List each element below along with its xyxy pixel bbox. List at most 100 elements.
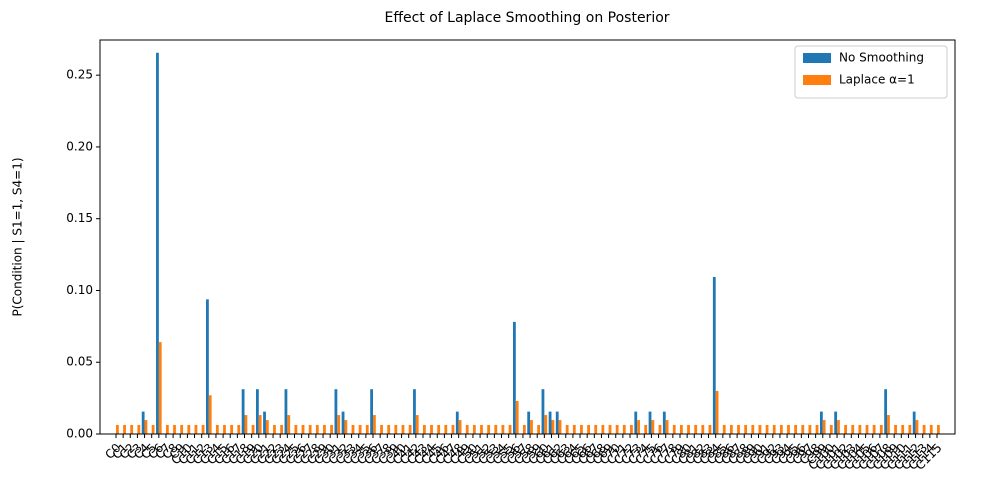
bar [465,424,469,434]
bar [722,424,726,434]
bar [537,424,541,434]
bar [230,424,234,434]
legend-label: Laplace α=1 [839,73,915,87]
bar [301,424,305,434]
bar [487,424,491,434]
bar [672,424,676,434]
bar [137,424,141,434]
bar [201,424,205,434]
bar [665,420,669,434]
bar [701,424,705,434]
bar [662,411,666,434]
y-tick-label: 0.20 [66,139,93,153]
bar [937,424,940,434]
y-axis-label: P(Condition | S1=1, S4=1) [11,157,25,316]
bar [284,389,288,434]
bar [344,420,348,434]
bar [365,424,369,434]
bar [594,424,598,434]
bar [555,411,559,434]
bar [879,424,883,434]
y-tick-label: 0.05 [66,355,93,369]
bar [430,424,433,434]
bar [737,424,740,434]
bar [758,424,762,434]
bar [280,424,283,434]
bar [415,415,419,434]
plot-frame [99,39,956,435]
bar [358,424,362,434]
bar [715,390,719,434]
bar [834,411,838,434]
bar [544,415,548,434]
bar [530,420,533,434]
bar [515,400,519,434]
bar [341,411,345,434]
bar [551,420,555,434]
bar [858,424,862,434]
bar [729,424,733,434]
bar [287,415,291,434]
bar [679,424,683,434]
bar [622,424,626,434]
y-tick-label: 0.15 [66,211,93,225]
bar [851,424,855,434]
bar [929,424,933,434]
bar [844,424,847,434]
bar [558,420,562,434]
bar [808,424,812,434]
bar [330,424,333,434]
bar [541,389,545,434]
bar [884,389,888,434]
bar [158,342,162,434]
legend-box [794,45,948,99]
bar [901,424,905,434]
bar [712,276,716,434]
bar [130,424,134,434]
bar [630,424,633,434]
y-tick-label: 0.25 [66,68,93,82]
bar [455,411,459,434]
bar [708,424,712,434]
bar [373,415,376,434]
bar [887,415,890,434]
bar [472,424,476,434]
bar [334,389,338,434]
bar [294,424,298,434]
legend-swatch [803,53,831,63]
bar [912,411,916,434]
bar [141,411,145,434]
bar [151,424,155,434]
bar [208,395,212,434]
bar [527,411,531,434]
bar [116,424,119,434]
bar [894,424,897,434]
bar [255,389,259,434]
bar [265,420,269,434]
bar [337,415,341,434]
bar [508,424,512,434]
bar [587,424,590,434]
bar [822,420,826,434]
bar [237,424,241,434]
bar [829,424,833,434]
bar [422,424,426,434]
bar [501,424,505,434]
bar [580,424,583,434]
bar [512,321,516,434]
bar [206,299,209,434]
bar [394,424,398,434]
bar [223,424,226,434]
bar [608,424,612,434]
bar [123,424,126,434]
bar [787,424,790,434]
bar [751,424,755,434]
bar [694,424,698,434]
bar [872,424,876,434]
bar [244,415,248,434]
bar [315,424,319,434]
bar [444,424,448,434]
bar [744,424,748,434]
bar [173,424,176,434]
